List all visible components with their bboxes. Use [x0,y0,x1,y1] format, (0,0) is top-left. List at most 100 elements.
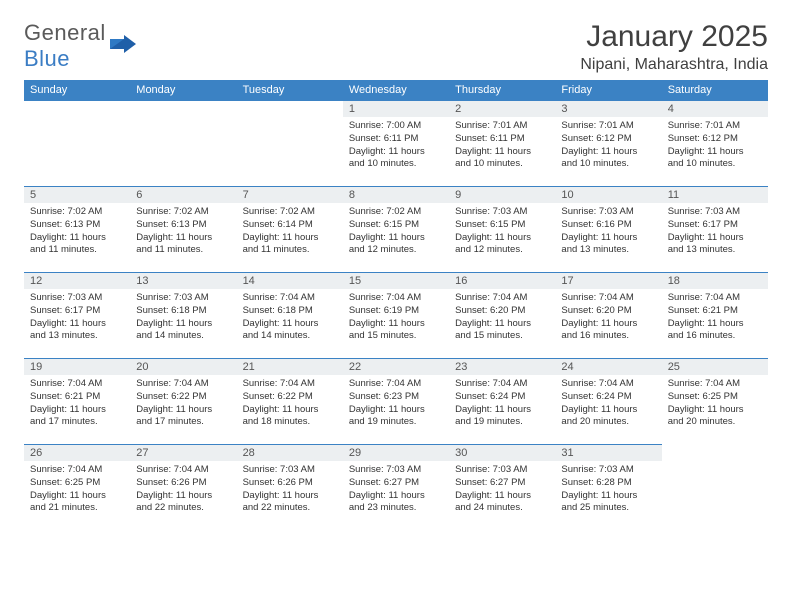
calendar-cell [130,101,236,187]
calendar-cell: 22Sunrise: 7:04 AMSunset: 6:23 PMDayligh… [343,359,449,445]
day-details: Sunrise: 7:03 AMSunset: 6:15 PMDaylight:… [449,203,555,261]
day-number: 23 [449,359,555,375]
day-details: Sunrise: 7:01 AMSunset: 6:12 PMDaylight:… [555,117,661,175]
day-details: Sunrise: 7:04 AMSunset: 6:18 PMDaylight:… [237,289,343,347]
day-number: 4 [662,101,768,117]
calendar-cell: 6Sunrise: 7:02 AMSunset: 6:13 PMDaylight… [130,187,236,273]
day-number: 30 [449,445,555,461]
calendar-cell: 21Sunrise: 7:04 AMSunset: 6:22 PMDayligh… [237,359,343,445]
calendar-week-row: 1Sunrise: 7:00 AMSunset: 6:11 PMDaylight… [24,101,768,187]
brand-logo: General Blue [24,20,136,72]
day-details: Sunrise: 7:02 AMSunset: 6:13 PMDaylight:… [24,203,130,261]
calendar-cell: 26Sunrise: 7:04 AMSunset: 6:25 PMDayligh… [24,445,130,531]
brand-text-2: Blue [24,46,70,71]
calendar-cell: 30Sunrise: 7:03 AMSunset: 6:27 PMDayligh… [449,445,555,531]
day-number: 3 [555,101,661,117]
day-details: Sunrise: 7:03 AMSunset: 6:18 PMDaylight:… [130,289,236,347]
day-details: Sunrise: 7:03 AMSunset: 6:28 PMDaylight:… [555,461,661,519]
day-details: Sunrise: 7:03 AMSunset: 6:27 PMDaylight:… [449,461,555,519]
calendar-cell: 9Sunrise: 7:03 AMSunset: 6:15 PMDaylight… [449,187,555,273]
calendar-cell: 19Sunrise: 7:04 AMSunset: 6:21 PMDayligh… [24,359,130,445]
brand-text-1: General [24,20,106,45]
day-number: 12 [24,273,130,289]
title-block: January 2025 Nipani, Maharashtra, India [580,20,768,74]
calendar-week-row: 12Sunrise: 7:03 AMSunset: 6:17 PMDayligh… [24,273,768,359]
day-number: 27 [130,445,236,461]
location-text: Nipani, Maharashtra, India [580,56,768,74]
day-details: Sunrise: 7:03 AMSunset: 6:27 PMDaylight:… [343,461,449,519]
day-number: 16 [449,273,555,289]
weekday-header: Friday [555,80,661,101]
calendar-cell: 20Sunrise: 7:04 AMSunset: 6:22 PMDayligh… [130,359,236,445]
calendar-cell: 28Sunrise: 7:03 AMSunset: 6:26 PMDayligh… [237,445,343,531]
day-details: Sunrise: 7:01 AMSunset: 6:11 PMDaylight:… [449,117,555,175]
day-number: 28 [237,445,343,461]
weekday-header: Sunday [24,80,130,101]
page-title: January 2025 [580,20,768,54]
day-details: Sunrise: 7:04 AMSunset: 6:21 PMDaylight:… [662,289,768,347]
day-number: 11 [662,187,768,203]
calendar-cell: 3Sunrise: 7:01 AMSunset: 6:12 PMDaylight… [555,101,661,187]
weekday-header-row: SundayMondayTuesdayWednesdayThursdayFrid… [24,80,768,101]
weekday-header: Tuesday [237,80,343,101]
calendar-cell [24,101,130,187]
day-details: Sunrise: 7:04 AMSunset: 6:26 PMDaylight:… [130,461,236,519]
day-details: Sunrise: 7:04 AMSunset: 6:22 PMDaylight:… [130,375,236,433]
flag-icon [110,35,136,53]
calendar-cell: 1Sunrise: 7:00 AMSunset: 6:11 PMDaylight… [343,101,449,187]
calendar-cell: 4Sunrise: 7:01 AMSunset: 6:12 PMDaylight… [662,101,768,187]
weekday-header: Monday [130,80,236,101]
day-number: 14 [237,273,343,289]
calendar-cell: 16Sunrise: 7:04 AMSunset: 6:20 PMDayligh… [449,273,555,359]
day-details: Sunrise: 7:04 AMSunset: 6:23 PMDaylight:… [343,375,449,433]
day-number: 8 [343,187,449,203]
day-number: 7 [237,187,343,203]
day-number: 9 [449,187,555,203]
day-number: 22 [343,359,449,375]
day-number: 1 [343,101,449,117]
day-details: Sunrise: 7:03 AMSunset: 6:17 PMDaylight:… [662,203,768,261]
calendar-cell: 8Sunrise: 7:02 AMSunset: 6:15 PMDaylight… [343,187,449,273]
calendar-cell [662,445,768,531]
calendar-cell: 7Sunrise: 7:02 AMSunset: 6:14 PMDaylight… [237,187,343,273]
weekday-header: Wednesday [343,80,449,101]
calendar-cell: 14Sunrise: 7:04 AMSunset: 6:18 PMDayligh… [237,273,343,359]
calendar-cell: 18Sunrise: 7:04 AMSunset: 6:21 PMDayligh… [662,273,768,359]
day-details: Sunrise: 7:03 AMSunset: 6:17 PMDaylight:… [24,289,130,347]
day-number: 6 [130,187,236,203]
day-details: Sunrise: 7:03 AMSunset: 6:26 PMDaylight:… [237,461,343,519]
day-number: 18 [662,273,768,289]
calendar-table: SundayMondayTuesdayWednesdayThursdayFrid… [24,80,768,531]
calendar-cell: 27Sunrise: 7:04 AMSunset: 6:26 PMDayligh… [130,445,236,531]
day-details: Sunrise: 7:02 AMSunset: 6:14 PMDaylight:… [237,203,343,261]
calendar-week-row: 19Sunrise: 7:04 AMSunset: 6:21 PMDayligh… [24,359,768,445]
day-number: 13 [130,273,236,289]
day-details: Sunrise: 7:04 AMSunset: 6:19 PMDaylight:… [343,289,449,347]
weekday-header: Saturday [662,80,768,101]
calendar-week-row: 26Sunrise: 7:04 AMSunset: 6:25 PMDayligh… [24,445,768,531]
day-number: 19 [24,359,130,375]
calendar-cell: 12Sunrise: 7:03 AMSunset: 6:17 PMDayligh… [24,273,130,359]
day-details: Sunrise: 7:03 AMSunset: 6:16 PMDaylight:… [555,203,661,261]
day-number: 20 [130,359,236,375]
day-number: 29 [343,445,449,461]
calendar-cell: 24Sunrise: 7:04 AMSunset: 6:24 PMDayligh… [555,359,661,445]
day-details: Sunrise: 7:04 AMSunset: 6:24 PMDaylight:… [555,375,661,433]
calendar-cell: 15Sunrise: 7:04 AMSunset: 6:19 PMDayligh… [343,273,449,359]
calendar-cell: 11Sunrise: 7:03 AMSunset: 6:17 PMDayligh… [662,187,768,273]
calendar-cell: 17Sunrise: 7:04 AMSunset: 6:20 PMDayligh… [555,273,661,359]
day-details: Sunrise: 7:04 AMSunset: 6:22 PMDaylight:… [237,375,343,433]
day-details: Sunrise: 7:02 AMSunset: 6:13 PMDaylight:… [130,203,236,261]
weekday-header: Thursday [449,80,555,101]
header: General Blue January 2025 Nipani, Mahara… [24,20,768,74]
day-details: Sunrise: 7:04 AMSunset: 6:20 PMDaylight:… [449,289,555,347]
calendar-cell: 29Sunrise: 7:03 AMSunset: 6:27 PMDayligh… [343,445,449,531]
calendar-week-row: 5Sunrise: 7:02 AMSunset: 6:13 PMDaylight… [24,187,768,273]
day-details: Sunrise: 7:00 AMSunset: 6:11 PMDaylight:… [343,117,449,175]
day-number: 31 [555,445,661,461]
day-number: 5 [24,187,130,203]
day-number: 15 [343,273,449,289]
day-details: Sunrise: 7:01 AMSunset: 6:12 PMDaylight:… [662,117,768,175]
day-number: 10 [555,187,661,203]
day-number: 26 [24,445,130,461]
